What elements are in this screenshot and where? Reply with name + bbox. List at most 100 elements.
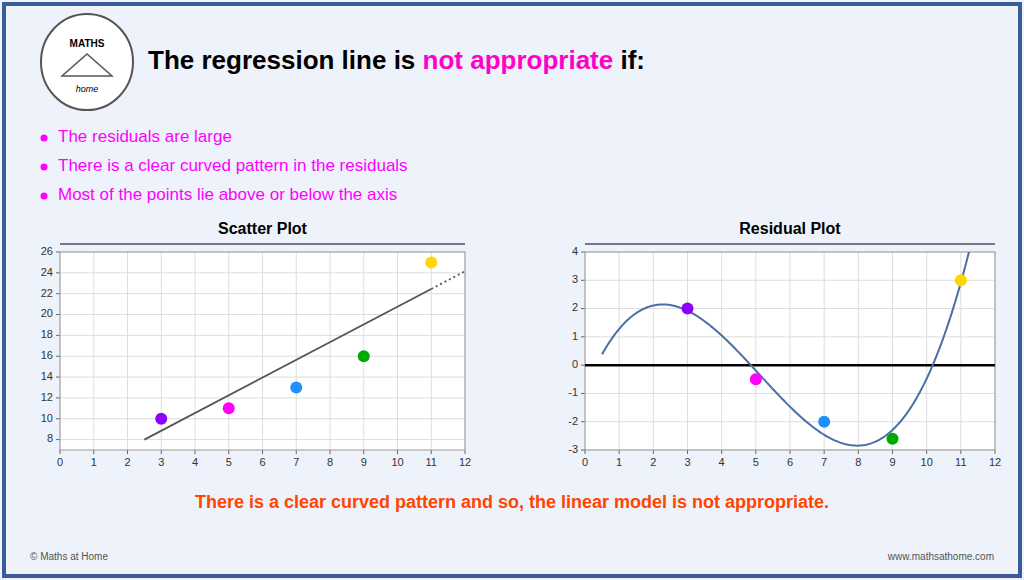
tick-mark xyxy=(755,450,756,454)
regression-line xyxy=(144,289,431,440)
point xyxy=(155,413,167,425)
logo: MATHS home xyxy=(41,14,133,110)
tick-mark xyxy=(790,450,791,454)
border xyxy=(4,4,1020,576)
point xyxy=(223,402,235,414)
tick-label: 1 xyxy=(572,330,578,342)
title-part: not appropriate xyxy=(423,45,614,75)
plot-frame xyxy=(585,252,995,450)
logo-title: MATHS xyxy=(70,38,105,49)
tick-label: 2 xyxy=(124,456,130,468)
tick-label: 8 xyxy=(327,456,333,468)
grid-line xyxy=(858,252,859,450)
plot-frame xyxy=(60,252,465,450)
tick-label: 9 xyxy=(889,456,895,468)
page: MATHShomeThe regression line is not appr… xyxy=(0,0,1024,580)
tick-label: 14 xyxy=(41,370,53,382)
grid-line xyxy=(619,252,620,450)
tick-mark xyxy=(60,450,61,454)
grid-line xyxy=(60,439,465,440)
tick-label: 18 xyxy=(41,328,53,340)
tick-label: 9 xyxy=(361,456,367,468)
logo-subtitle: home xyxy=(76,84,99,94)
point xyxy=(425,256,437,268)
chart: 01234567891011128101214161820222426Scatt… xyxy=(41,220,471,468)
grid-line xyxy=(721,252,722,450)
bullet: There is a clear curved pattern in the r… xyxy=(58,156,408,175)
tick-label: 24 xyxy=(41,266,53,278)
tick-mark xyxy=(56,272,60,273)
bullet-dot xyxy=(41,164,48,171)
tick-label: 2 xyxy=(650,456,656,468)
tick-label: -2 xyxy=(568,415,578,427)
tick-mark xyxy=(585,450,586,454)
tick-mark xyxy=(581,450,585,451)
conclusion: There is a clear curved pattern and so, … xyxy=(195,492,829,512)
tick-label: 10 xyxy=(391,456,403,468)
tick-label: 3 xyxy=(684,456,690,468)
grid-line xyxy=(60,272,465,273)
tick-label: 0 xyxy=(57,456,63,468)
tick-mark xyxy=(262,450,263,454)
grid-line xyxy=(585,280,995,281)
tick-label: 22 xyxy=(41,287,53,299)
tick-mark xyxy=(995,450,996,454)
tick-label: 3 xyxy=(572,273,578,285)
plot-area xyxy=(585,252,995,450)
grid-line xyxy=(195,252,196,450)
tick-mark xyxy=(56,314,60,315)
tick-mark xyxy=(892,450,893,454)
tick-mark xyxy=(56,293,60,294)
tick-label: 12 xyxy=(459,456,471,468)
grid-line xyxy=(228,252,229,450)
tick-label: 20 xyxy=(41,307,53,319)
tick-mark xyxy=(56,356,60,357)
tick-mark xyxy=(431,450,432,454)
grid-line xyxy=(585,421,995,422)
tick-label: 11 xyxy=(955,456,966,468)
regression-extension xyxy=(431,271,465,289)
tick-mark xyxy=(581,421,585,422)
footer-right: www.mathsathome.com xyxy=(887,551,994,562)
tick-mark xyxy=(127,450,128,454)
tick-mark xyxy=(581,393,585,394)
grid-line xyxy=(60,293,465,294)
tick-label: -1 xyxy=(568,386,578,398)
grid-line xyxy=(397,252,398,450)
tick-mark xyxy=(228,450,229,454)
tick-mark xyxy=(93,450,94,454)
tick-label: 4 xyxy=(719,456,725,468)
grid xyxy=(60,252,465,450)
tick-label: 2 xyxy=(572,301,578,313)
tick-mark xyxy=(296,450,297,454)
chart: 0123456789101112-3-2-101234Residual Plot xyxy=(568,215,1001,468)
tick-mark xyxy=(56,418,60,419)
grid-line xyxy=(127,252,128,450)
tick-mark xyxy=(397,450,398,454)
tick-mark xyxy=(687,450,688,454)
title-underline xyxy=(60,243,465,244)
grid-line xyxy=(585,336,995,337)
tick-mark xyxy=(56,377,60,378)
point xyxy=(290,381,302,393)
grid-line xyxy=(60,418,465,419)
grid-line xyxy=(93,252,94,450)
grid-line xyxy=(755,252,756,450)
grid-line xyxy=(262,252,263,450)
tick-mark xyxy=(581,280,585,281)
grid-line xyxy=(60,397,465,398)
chart-title: Scatter Plot xyxy=(218,220,308,237)
tick-label: 12 xyxy=(989,456,1001,468)
grid-line xyxy=(892,252,893,450)
tick-mark xyxy=(330,450,331,454)
tick-label: 1 xyxy=(91,456,97,468)
grid-line xyxy=(585,393,995,394)
marks xyxy=(585,252,995,446)
tick-mark xyxy=(581,252,585,253)
tick-mark xyxy=(721,450,722,454)
tick-mark xyxy=(581,336,585,337)
tick-label: 7 xyxy=(293,456,299,468)
tick-mark xyxy=(653,450,654,454)
tick-label: 4 xyxy=(192,456,198,468)
tick-label: 0 xyxy=(582,456,588,468)
